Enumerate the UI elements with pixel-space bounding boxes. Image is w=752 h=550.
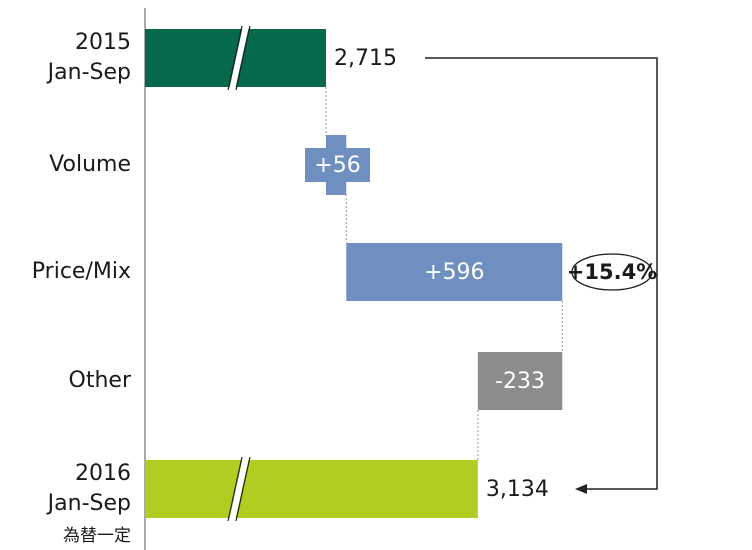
category-label: 為替一定 — [63, 526, 131, 546]
bar — [477, 352, 563, 410]
value-label: +596 — [424, 260, 484, 285]
axis-break — [227, 25, 243, 91]
category-label: Other — [69, 368, 132, 393]
category-label: Jan-Sep — [46, 60, 131, 85]
axis-break — [229, 26, 249, 90]
value-label: 3,134 — [486, 477, 549, 502]
axis-break — [229, 457, 249, 521]
axis-break — [227, 456, 243, 522]
category-label: Price/Mix — [32, 259, 131, 284]
bracket — [425, 57, 658, 490]
annotation-oval — [571, 253, 653, 291]
value-label: -233 — [495, 369, 545, 394]
bar — [346, 243, 563, 301]
axis-break — [235, 25, 251, 91]
category-label: Volume — [49, 152, 131, 177]
category-label: 2015 — [75, 30, 131, 55]
axis-break — [235, 456, 251, 522]
bar — [145, 460, 478, 518]
category-label: 2016 — [75, 461, 131, 486]
annotation: +15.4% — [567, 260, 657, 284]
arrow-head — [575, 484, 587, 494]
category-label: Jan-Sep — [46, 491, 131, 516]
value-label: 2,715 — [334, 46, 397, 71]
value-label: +56 — [314, 153, 360, 178]
label-box — [305, 148, 370, 182]
